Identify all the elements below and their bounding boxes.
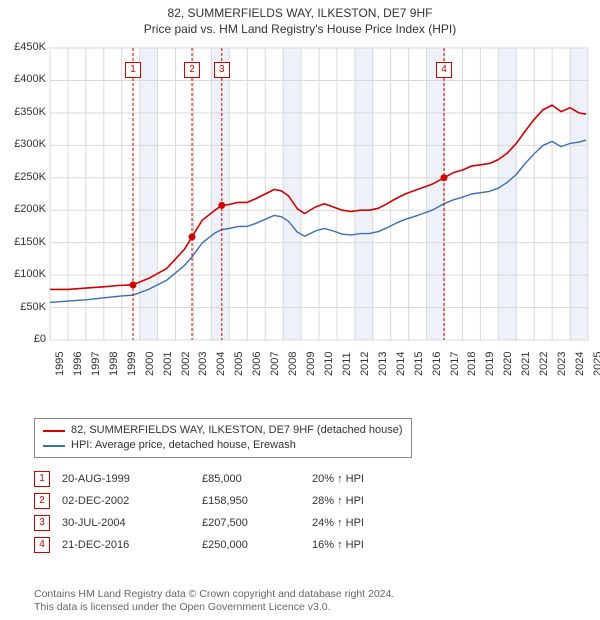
sale-date: 21-DEC-2016 xyxy=(62,539,202,551)
sale-marker: 1 xyxy=(34,471,50,487)
x-tick-label: 2009 xyxy=(305,352,317,376)
x-tick-label: 2012 xyxy=(359,352,371,376)
footer-line1: Contains HM Land Registry data © Crown c… xyxy=(34,588,394,601)
x-tick-label: 2018 xyxy=(466,352,478,376)
sale-date: 30-JUL-2004 xyxy=(62,517,202,529)
x-tick-label: 2014 xyxy=(395,352,407,376)
legend-row: HPI: Average price, detached house, Erew… xyxy=(43,438,403,453)
x-tick-label: 2003 xyxy=(197,352,209,376)
legend-swatch-2 xyxy=(43,445,65,447)
sale-pct: 28% ↑ HPI xyxy=(312,495,432,507)
x-tick-label: 2011 xyxy=(341,352,353,376)
title-address: 82, SUMMERFIELDS WAY, ILKESTON, DE7 9HF xyxy=(0,6,600,20)
sale-marker: 3 xyxy=(34,515,50,531)
x-tick-label: 2025 xyxy=(592,352,600,376)
x-tick-label: 2007 xyxy=(269,352,281,376)
x-tick-label: 1998 xyxy=(108,352,120,376)
sales-row: 4 21-DEC-2016£250,00016% ↑ HPI xyxy=(34,534,432,556)
x-tick-label: 2013 xyxy=(377,352,389,376)
x-tick-label: 2000 xyxy=(144,352,156,376)
x-tick-label: 1995 xyxy=(54,352,66,376)
sale-date: 20-AUG-1999 xyxy=(62,473,202,485)
x-tick-label: 2006 xyxy=(251,352,263,376)
x-tick-label: 1997 xyxy=(90,352,102,376)
x-tick-label: 2015 xyxy=(413,352,425,376)
sales-table: 1 20-AUG-1999£85,00020% ↑ HPI 2 02-DEC-2002… xyxy=(34,468,432,556)
x-tick-label: 2024 xyxy=(574,352,586,376)
y-tick-label: £100K xyxy=(0,268,46,280)
sale-marker: 3 xyxy=(214,62,230,78)
x-tick-label: 2017 xyxy=(449,352,461,376)
x-tick-label: 2010 xyxy=(323,352,335,376)
sale-marker: 2 xyxy=(184,62,200,78)
x-tick-label: 2021 xyxy=(520,352,532,376)
legend-row: 82, SUMMERFIELDS WAY, ILKESTON, DE7 9HF … xyxy=(43,423,403,438)
sale-marker: 4 xyxy=(436,62,452,78)
legend-label-1: 82, SUMMERFIELDS WAY, ILKESTON, DE7 9HF … xyxy=(71,423,403,438)
sale-marker: 2 xyxy=(34,493,50,509)
x-tick-label: 2023 xyxy=(556,352,568,376)
sale-date: 02-DEC-2002 xyxy=(62,495,202,507)
footer: Contains HM Land Registry data © Crown c… xyxy=(34,588,394,614)
y-tick-label: £250K xyxy=(0,171,46,183)
x-tick-label: 2020 xyxy=(502,352,514,376)
y-tick-label: £200K xyxy=(0,203,46,215)
x-tick-label: 2019 xyxy=(484,352,496,376)
x-tick-label: 2005 xyxy=(233,352,245,376)
sale-price: £158,950 xyxy=(202,495,312,507)
sale-price: £207,500 xyxy=(202,517,312,529)
legend-swatch-1 xyxy=(43,430,65,432)
sales-row: 2 02-DEC-2002£158,95028% ↑ HPI xyxy=(34,490,432,512)
legend: 82, SUMMERFIELDS WAY, ILKESTON, DE7 9HF … xyxy=(34,418,412,458)
y-tick-label: £400K xyxy=(0,73,46,85)
x-tick-label: 2008 xyxy=(287,352,299,376)
x-tick-label: 2001 xyxy=(162,352,174,376)
sales-row: 1 20-AUG-1999£85,00020% ↑ HPI xyxy=(34,468,432,490)
legend-label-2: HPI: Average price, detached house, Erew… xyxy=(71,438,296,453)
x-tick-label: 2002 xyxy=(180,352,192,376)
y-tick-label: £350K xyxy=(0,106,46,118)
title-sub: Price paid vs. HM Land Registry's House … xyxy=(0,22,600,36)
sale-price: £85,000 xyxy=(202,473,312,485)
sale-marker: 1 xyxy=(125,62,141,78)
sale-marker: 4 xyxy=(34,537,50,553)
sale-pct: 24% ↑ HPI xyxy=(312,517,432,529)
x-tick-label: 2016 xyxy=(431,352,443,376)
chart: £0 £50K £100K £150K £200K £250K £300K £350K £400… xyxy=(0,40,600,410)
footer-line2: This data is licensed under the Open Gov… xyxy=(34,601,394,614)
sales-row: 3 30-JUL-2004£207,50024% ↑ HPI xyxy=(34,512,432,534)
sale-price: £250,000 xyxy=(202,539,312,551)
sale-pct: 16% ↑ HPI xyxy=(312,539,432,551)
x-tick-label: 2004 xyxy=(215,352,227,376)
y-tick-label: £50K xyxy=(0,301,46,313)
x-tick-label: 1996 xyxy=(72,352,84,376)
y-tick-label: £300K xyxy=(0,138,46,150)
y-tick-label: £450K xyxy=(0,41,46,53)
x-tick-label: 1999 xyxy=(126,352,138,376)
x-tick-label: 2022 xyxy=(538,352,550,376)
y-tick-label: £0 xyxy=(0,333,46,345)
sale-pct: 20% ↑ HPI xyxy=(312,473,432,485)
y-tick-label: £150K xyxy=(0,236,46,248)
